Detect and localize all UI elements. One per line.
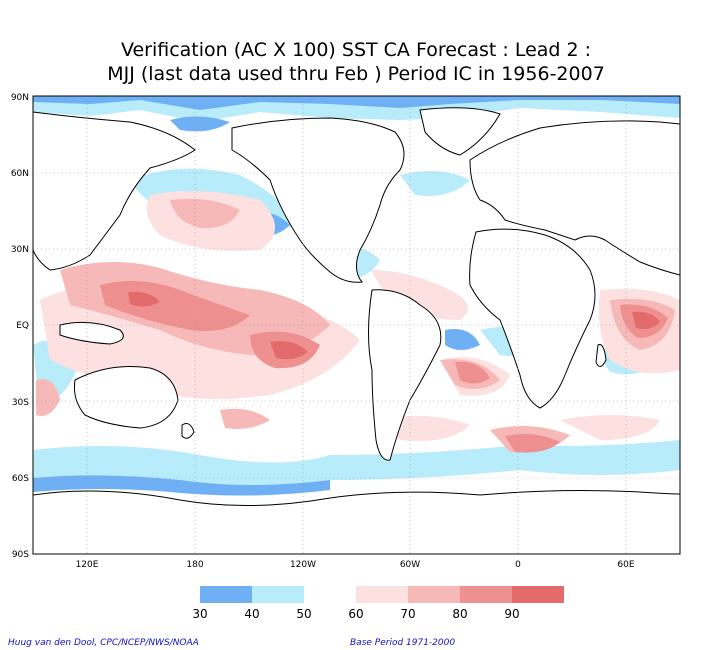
- eurasia: [469, 120, 680, 276]
- madagascar: [595, 344, 607, 367]
- legend-label-30: 30: [192, 607, 207, 621]
- legend-label-80: 80: [452, 607, 467, 621]
- lon-tick-0: 0: [515, 560, 521, 570]
- south-america: [368, 289, 442, 461]
- lat-tick-90s: 90S: [12, 550, 29, 560]
- lon-tick-60e: 60E: [617, 560, 634, 570]
- new-zealand: [181, 423, 195, 439]
- continents: [33, 107, 680, 554]
- lat-tick-eq: EQ: [16, 321, 29, 331]
- lon-tick-180: 180: [186, 560, 203, 570]
- legend-swatch-7: [512, 586, 564, 603]
- maritime-continent: [59, 321, 124, 345]
- longitude-axis: 120E 180 120W 60W 0 60E: [76, 560, 635, 570]
- legend-label-50: 50: [296, 607, 311, 621]
- lat-tick-30n: 30N: [11, 245, 29, 255]
- legend-label-40: 40: [244, 607, 259, 621]
- lat-tick-60n: 60N: [11, 169, 29, 179]
- africa: [469, 228, 596, 409]
- lat-tick-90n: 90N: [11, 93, 29, 103]
- graticule: [33, 96, 680, 554]
- legend-swatch-6: [460, 586, 512, 603]
- latitude-axis: 90N 60N 30N EQ 30S 60S 90S: [11, 93, 29, 560]
- legend-swatch-1: [200, 586, 252, 603]
- legend-label-70: 70: [400, 607, 415, 621]
- lat-tick-30s: 30S: [12, 398, 29, 408]
- author-credit: Huug van den Dool, CPC/NCEP/NWS/NOAA: [8, 638, 199, 648]
- lon-tick-120w: 120W: [290, 560, 316, 570]
- legend-swatch-3: [304, 586, 356, 603]
- legend-swatch-4: [356, 586, 408, 603]
- antarctica: [33, 490, 680, 554]
- color-legend: 30 40 50 60 70 80 90: [192, 586, 564, 621]
- title-line-1: Verification (AC X 100) SST CA Forecast …: [120, 39, 592, 61]
- legend-swatch-2: [252, 586, 304, 603]
- australia: [74, 366, 179, 429]
- map-frame: [32, 95, 681, 555]
- legend-label-60: 60: [348, 607, 363, 621]
- greenland: [419, 107, 501, 156]
- title-line-2: MJJ (last data used thru Feb ) Period IC…: [107, 63, 605, 85]
- lon-tick-120e: 120E: [76, 560, 99, 570]
- lon-tick-60w: 60W: [400, 560, 420, 570]
- legend-swatch-5: [408, 586, 460, 603]
- map-plot-area: [33, 96, 680, 554]
- base-period-note: Base Period 1971-2000: [350, 638, 456, 648]
- north-america: [231, 117, 405, 283]
- legend-label-90: 90: [504, 607, 519, 621]
- lat-tick-60s: 60S: [12, 474, 29, 484]
- east-asia: [33, 111, 196, 271]
- map-title: Verification (AC X 100) SST CA Forecast …: [0, 38, 712, 86]
